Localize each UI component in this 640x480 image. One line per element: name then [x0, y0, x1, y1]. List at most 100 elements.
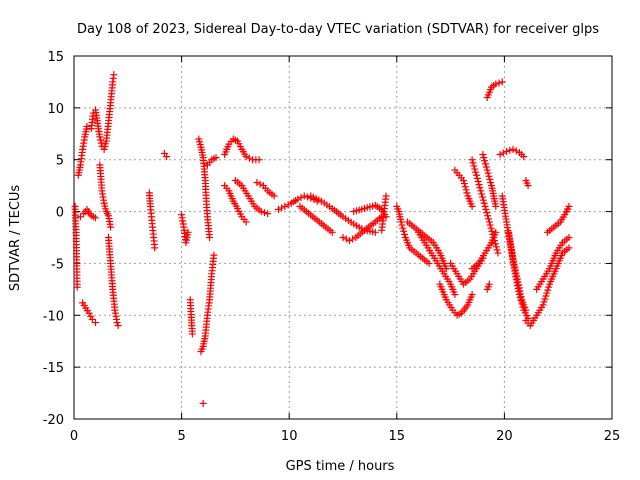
data-point: [499, 149, 507, 157]
data-point: [468, 156, 476, 164]
data-point: [188, 330, 196, 338]
data-point: [543, 289, 551, 297]
data-point: [524, 182, 532, 190]
data-point: [256, 180, 264, 188]
x-tick-label: 15: [389, 429, 406, 444]
data-point: [462, 186, 470, 194]
data-point: [478, 190, 486, 198]
data-point: [479, 151, 487, 159]
data-point: [297, 194, 305, 202]
data-point: [488, 227, 496, 235]
data-point: [278, 204, 286, 212]
data-points: [71, 71, 573, 407]
data-point: [242, 153, 250, 161]
data-point: [513, 272, 521, 280]
data-point: [517, 293, 525, 301]
data-point: [481, 160, 489, 168]
data-point: [541, 295, 549, 303]
data-point: [509, 145, 517, 153]
data-point: [281, 202, 289, 210]
y-tick-label: 15: [47, 50, 64, 65]
data-point: [110, 71, 118, 79]
data-point: [378, 226, 386, 234]
data-point: [540, 298, 548, 306]
data-point: [493, 246, 501, 254]
y-tick-label: -20: [43, 413, 64, 428]
data-point: [206, 234, 214, 241]
data-point: [97, 136, 105, 144]
data-point: [303, 193, 311, 201]
data-point: [470, 162, 478, 170]
data-point: [274, 205, 282, 213]
chart-title: Day 108 of 2023, Sidereal Day-to-day VTE…: [77, 22, 599, 37]
data-point: [114, 322, 122, 330]
data-point: [398, 221, 406, 229]
data-point: [516, 287, 524, 295]
data-point: [539, 301, 547, 309]
data-point: [485, 172, 493, 180]
data-point: [485, 280, 493, 288]
data-point: [492, 202, 500, 210]
data-point: [468, 291, 476, 299]
data-point: [87, 312, 95, 320]
data-point: [487, 179, 495, 187]
data-point: [245, 154, 253, 162]
data-point: [481, 202, 489, 210]
data-point: [184, 228, 192, 236]
data-point: [512, 269, 520, 277]
data-point: [76, 213, 84, 221]
data-point: [270, 192, 278, 200]
y-axis-label: SDTVAR / TECUs: [8, 185, 23, 292]
data-point: [471, 165, 479, 173]
data-point: [482, 205, 490, 213]
data-point: [477, 187, 485, 195]
data-point: [472, 171, 480, 179]
data-point: [92, 319, 100, 327]
data-point: [300, 192, 308, 200]
data-point: [210, 251, 218, 259]
data-point: [242, 218, 250, 226]
data-point: [461, 183, 469, 191]
data-point: [463, 189, 471, 197]
data-point: [472, 168, 480, 176]
data-point: [483, 166, 491, 174]
data-point: [565, 234, 573, 241]
data-point: [565, 244, 573, 252]
data-point: [92, 214, 100, 222]
y-tick-label: -5: [51, 257, 64, 272]
y-tick-label: -10: [43, 309, 64, 324]
data-point: [480, 154, 488, 162]
data-point: [97, 139, 105, 147]
data-point: [476, 184, 484, 192]
data-point: [85, 309, 93, 317]
data-point: [264, 210, 272, 218]
data-point: [545, 283, 553, 291]
data-point: [484, 215, 492, 223]
data-point: [284, 201, 292, 209]
data-point: [495, 79, 503, 87]
data-point: [492, 228, 500, 236]
axis-ticks: 0 5 10 15 20 25 15 10 5 0 -5 -10 -15 -20: [43, 50, 621, 444]
data-point: [257, 208, 265, 216]
data-point: [484, 169, 492, 177]
data-point: [349, 235, 357, 243]
data-point: [515, 284, 523, 292]
data-point: [73, 283, 81, 291]
x-tick-label: 10: [281, 429, 298, 444]
data-point: [503, 147, 511, 155]
data-point: [469, 159, 477, 167]
data-point: [425, 259, 433, 267]
data-point: [511, 266, 519, 274]
data-point: [96, 133, 104, 141]
data-point: [520, 153, 528, 161]
data-point: [199, 399, 207, 407]
data-point: [479, 196, 487, 204]
data-point: [339, 234, 347, 241]
data-point: [473, 174, 481, 182]
data-point: [516, 290, 524, 298]
data-point: [486, 175, 494, 183]
data-point: [401, 230, 409, 238]
data-point: [510, 260, 518, 268]
data-point: [88, 315, 96, 323]
x-tick-label: 5: [177, 429, 185, 444]
